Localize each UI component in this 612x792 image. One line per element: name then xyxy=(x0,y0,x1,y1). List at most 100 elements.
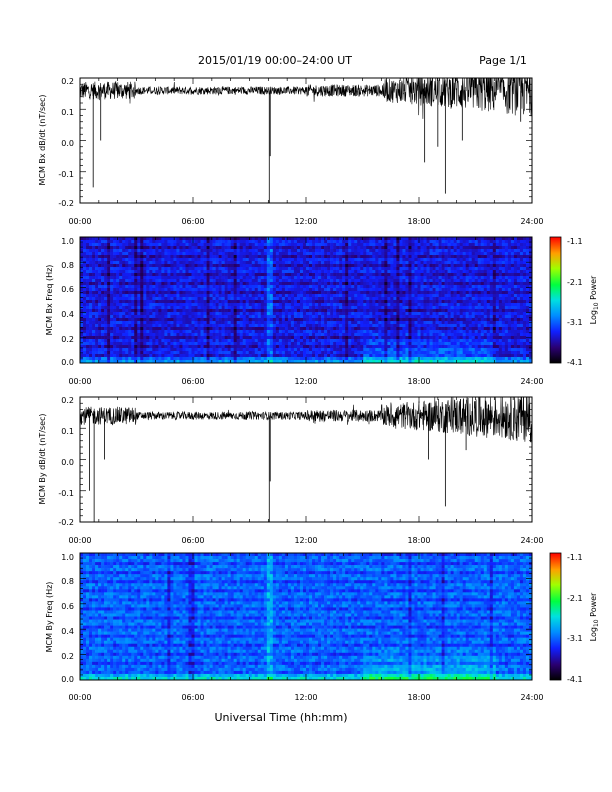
y-tick-label: -0.2 xyxy=(58,199,74,208)
spectrogram-cell xyxy=(206,270,210,274)
spectrogram-cell xyxy=(167,243,171,247)
spectrogram-cell xyxy=(363,282,367,286)
spectrogram-cell xyxy=(402,336,406,340)
spectrogram-cell xyxy=(351,306,355,310)
x-tick-label: 24:00 xyxy=(520,217,543,226)
spectrogram-cell xyxy=(272,240,277,244)
spectrogram-cell xyxy=(158,276,162,280)
spectrogram-cell xyxy=(369,243,373,247)
spectrogram-cell xyxy=(101,279,105,283)
spectrogram-cell xyxy=(140,309,144,313)
spectrogram-cell xyxy=(333,306,337,310)
spectrogram-cell xyxy=(110,306,114,310)
spectrogram-cell xyxy=(339,357,343,361)
spectrogram-cell xyxy=(203,255,207,259)
spectrogram-cell xyxy=(396,306,400,310)
spectrogram-cell xyxy=(137,246,141,250)
spectrogram-cell xyxy=(128,258,132,262)
spectrogram-cell xyxy=(293,327,298,331)
spectrogram-cell xyxy=(408,315,412,319)
spectrogram-cell xyxy=(321,267,325,271)
spectrogram-cell xyxy=(399,279,403,283)
spectrogram-cell xyxy=(161,360,165,364)
spectrogram-cell xyxy=(321,357,325,361)
spectrogram-cell xyxy=(281,261,286,265)
spectrogram-cell xyxy=(89,300,93,304)
spectrogram-cell xyxy=(414,261,418,265)
spectrogram-cell xyxy=(140,345,144,349)
spectrogram-cell xyxy=(309,324,313,328)
spectrogram-cell xyxy=(281,267,286,271)
spectrogram-cell xyxy=(296,300,301,304)
spectrogram-cell xyxy=(354,240,358,244)
spectrogram-cell xyxy=(188,309,192,313)
spectrogram-cell xyxy=(149,261,153,265)
spectrogram-cell xyxy=(402,339,406,343)
spectrogram-cell xyxy=(251,258,256,262)
spectrogram-cell xyxy=(242,360,247,364)
spectrogram-cell xyxy=(411,318,415,322)
spectrogram-cell xyxy=(336,351,340,355)
spectrogram-cell xyxy=(164,300,168,304)
spectrogram-cell xyxy=(384,255,388,259)
spectrogram-cell xyxy=(239,309,244,313)
spectrogram-cell xyxy=(315,255,319,259)
spectrogram-cell xyxy=(342,336,346,340)
spectrogram-cell xyxy=(164,333,168,337)
spectrogram-cell xyxy=(104,333,108,337)
spectrogram-cell xyxy=(149,252,153,256)
spectrogram-cell xyxy=(263,330,268,334)
spectrogram-cell xyxy=(119,357,123,361)
spectrogram-cell xyxy=(134,330,138,334)
spectrogram-cell xyxy=(324,300,328,304)
spectrogram-cell xyxy=(233,261,237,265)
spectrogram-cell xyxy=(336,324,340,328)
spectrogram-cell xyxy=(167,303,171,307)
spectrogram-cell xyxy=(209,318,213,322)
spectrogram-cell xyxy=(339,243,343,247)
spectrogram-cell xyxy=(363,336,367,340)
spectrogram-cell xyxy=(306,324,310,328)
spectrogram-cell xyxy=(290,288,295,292)
spectrogram-cell xyxy=(290,291,295,295)
spectrogram-cell xyxy=(408,306,412,310)
spectrogram-cell xyxy=(306,261,310,265)
spectrogram-cell xyxy=(381,270,385,274)
spectrogram-cell xyxy=(119,333,123,337)
spectrogram-cell xyxy=(140,339,144,343)
spectrogram-cell xyxy=(372,357,376,361)
spectrogram-cell xyxy=(423,264,427,268)
spectrogram-cell xyxy=(426,357,430,361)
spectrogram-cell xyxy=(173,321,177,325)
spectrogram-cell xyxy=(257,273,262,277)
spectrogram-cell xyxy=(131,237,135,241)
spectrogram-cell xyxy=(327,324,331,328)
spectrogram-cell xyxy=(194,249,198,253)
spectrogram-cell xyxy=(360,291,364,295)
spectrogram-cell xyxy=(119,327,123,331)
spectrogram-cell xyxy=(254,306,259,310)
spectrogram-cell xyxy=(321,315,325,319)
spectrogram-cell xyxy=(393,315,397,319)
spectrogram-cell xyxy=(188,291,192,295)
spectrogram-cell xyxy=(161,297,165,301)
spectrogram-cell xyxy=(251,237,256,241)
spectrogram-cell xyxy=(318,261,322,265)
spectrogram-cell xyxy=(387,354,391,358)
spectrogram-cell xyxy=(333,339,337,343)
spectrogram-cell xyxy=(417,246,421,250)
spectrogram-cell xyxy=(405,282,409,286)
spectrogram-cell xyxy=(302,279,307,283)
spectrogram-cell xyxy=(95,339,99,343)
spectrogram-cell xyxy=(221,255,225,259)
spectrogram-cell xyxy=(357,279,361,283)
spectrogram-cell xyxy=(351,303,355,307)
spectrogram-cell xyxy=(263,315,268,319)
spectrogram-cell xyxy=(164,267,168,271)
spectrogram-cell xyxy=(278,258,283,262)
spectrogram-cell xyxy=(221,261,225,265)
spectrogram-cell xyxy=(378,309,382,313)
spectrogram-cell xyxy=(110,318,114,322)
spectrogram-cell xyxy=(182,288,186,292)
spectrogram-cell xyxy=(173,315,177,319)
